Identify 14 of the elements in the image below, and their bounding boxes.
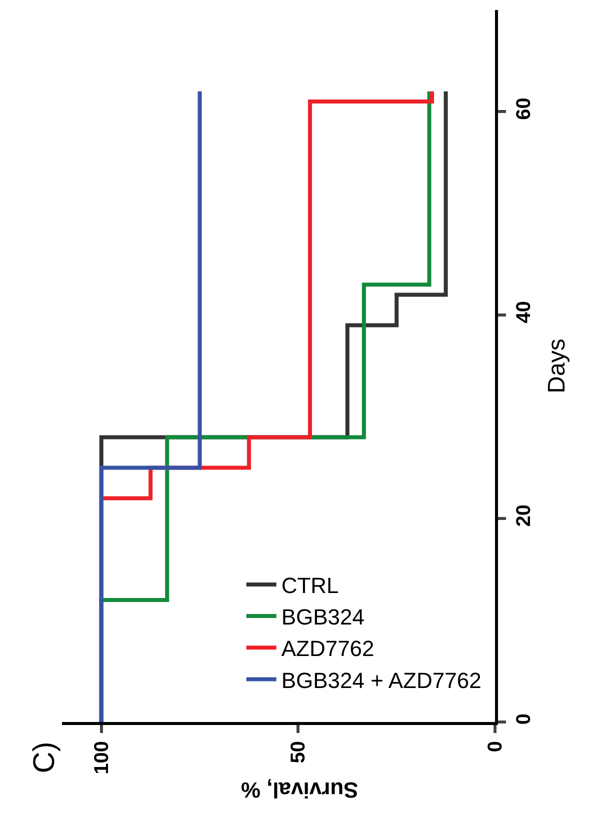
- x-tick-label: 0: [484, 741, 506, 752]
- legend-label: BGB324: [281, 604, 365, 630]
- x-tick-label: 100: [90, 741, 113, 774]
- y-tick-label: 20: [513, 504, 535, 527]
- legend-label: AZD7762: [281, 636, 374, 662]
- x-axis-title: Survival, %: [240, 777, 358, 802]
- legend-label: BGB324 + AZD7762: [281, 668, 482, 693]
- y-tick-label: 40: [513, 301, 535, 324]
- y-tick-label: 0: [513, 713, 535, 725]
- text: C): [28, 742, 62, 774]
- legend-label: CTRL: [281, 573, 339, 598]
- x-tick-label: 50: [288, 741, 310, 764]
- y-axis-title: Days: [543, 338, 570, 394]
- y-tick-label: 60: [513, 98, 535, 120]
